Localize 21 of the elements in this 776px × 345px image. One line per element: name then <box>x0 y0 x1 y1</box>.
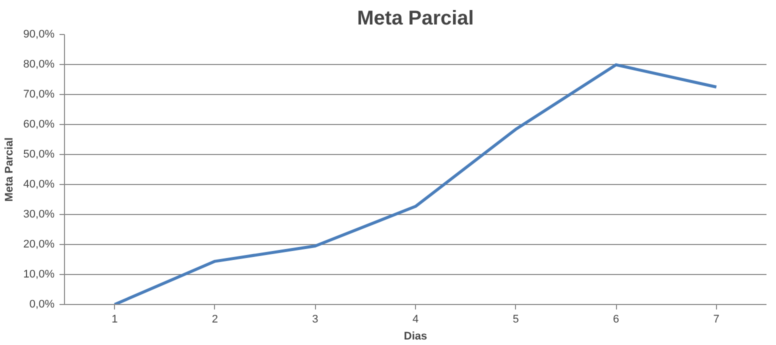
y-axis-title: Meta Parcial <box>3 137 16 202</box>
x-tick-label: 7 <box>713 314 720 326</box>
y-tick-label: 30,0% <box>23 208 55 220</box>
y-tick-label: 60,0% <box>23 118 55 130</box>
x-tick-label: 1 <box>112 314 118 326</box>
x-tick-label: 6 <box>613 314 620 326</box>
y-tick-label: 0,0% <box>29 298 55 310</box>
line-series <box>113 63 718 304</box>
y-tick-label: 40,0% <box>23 178 55 190</box>
x-tick-label: 2 <box>212 314 218 326</box>
x-tick-label: 4 <box>412 314 419 326</box>
y-tick-label: 50,0% <box>23 148 55 160</box>
y-tick-label: 10,0% <box>23 268 55 280</box>
chart-title: Meta Parcial <box>357 8 474 30</box>
x-tick-label: 5 <box>512 314 519 326</box>
y-tick-label: 20,0% <box>23 238 55 250</box>
y-tick-label: 80,0% <box>23 58 55 70</box>
x-tick-label: 3 <box>312 314 318 326</box>
x-axis-title: Dias <box>404 330 428 342</box>
y-tick-label: 90,0% <box>23 28 55 40</box>
y-tick-label: 70,0% <box>23 88 55 100</box>
